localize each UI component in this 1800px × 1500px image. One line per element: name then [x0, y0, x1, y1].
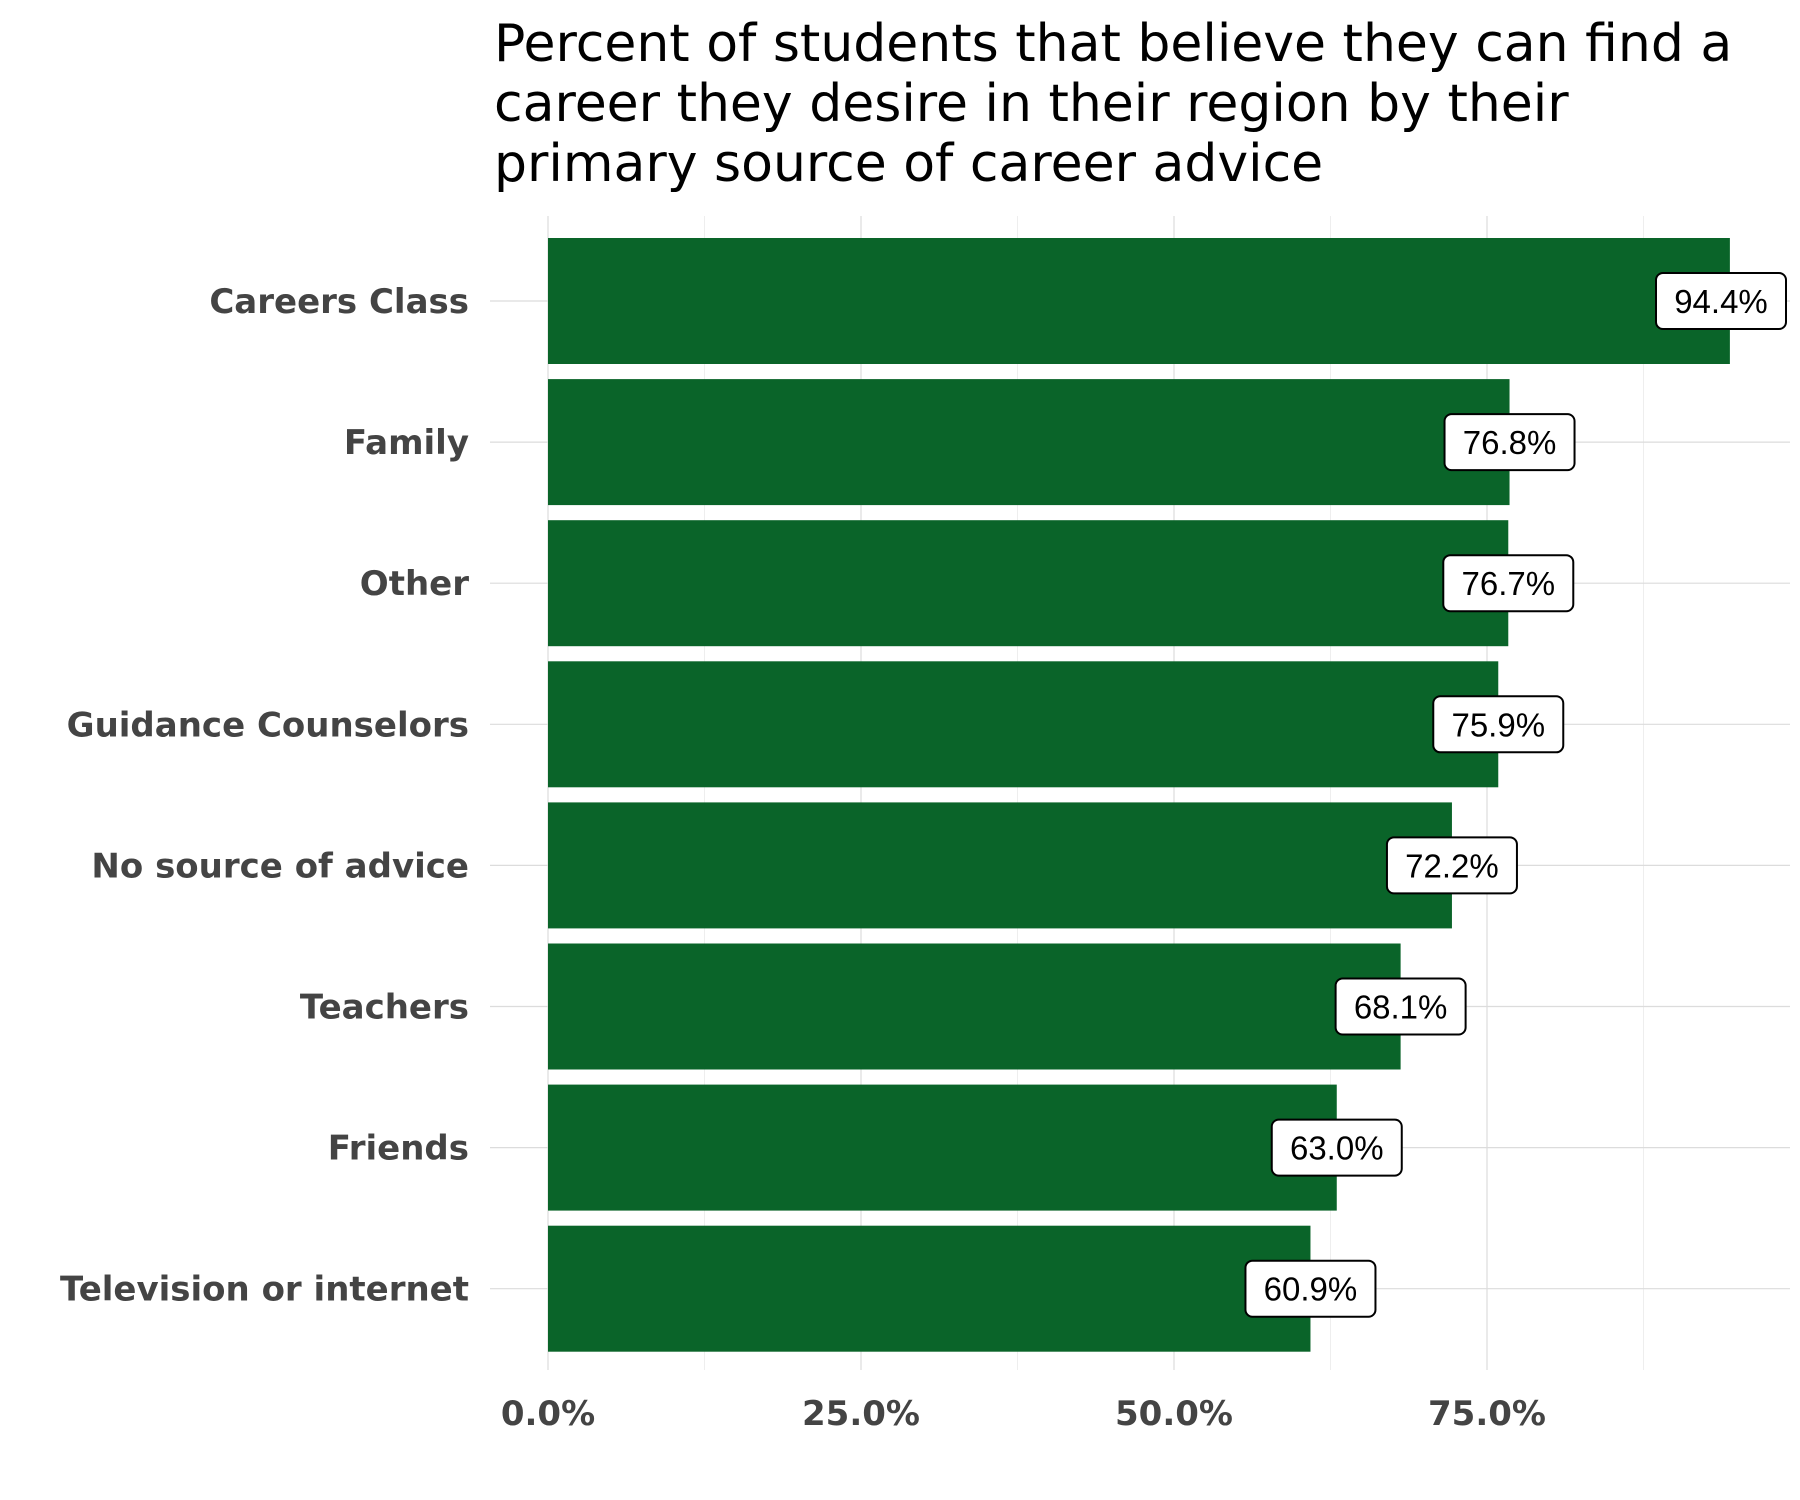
data-label-box: [1443, 413, 1576, 472]
bar: [548, 943, 1401, 1070]
data-label-box: [1385, 836, 1518, 895]
category-label: Careers Class: [209, 282, 469, 322]
category-label: Television or internet: [60, 1270, 469, 1310]
value-axis: 0.0% 25.0% 50.0% 75.0%: [501, 1394, 1546, 1434]
data-label: 60.9%: [1264, 1271, 1358, 1308]
chart-title: Percent of students that believe they ca…: [494, 14, 1733, 194]
x-tick-label: 50.0%: [1115, 1394, 1233, 1434]
data-label-layer: 94.4% 76.8% 76.7% 75.9% 72.2% 68.1% 63.0% 60.9%: [1244, 272, 1787, 1318]
bar: [548, 379, 1510, 506]
category-label: Other: [360, 564, 469, 604]
bar: [548, 1225, 1311, 1352]
x-tick-label: 75.0%: [1428, 1394, 1546, 1434]
data-label: 72.2%: [1405, 847, 1499, 884]
bar: [548, 661, 1499, 788]
data-label-box: [1432, 695, 1565, 754]
bar: [548, 1084, 1337, 1211]
data-label: 63.0%: [1290, 1130, 1384, 1167]
x-tick-label: 0.0%: [501, 1394, 595, 1434]
data-label-box: [1442, 554, 1575, 613]
bar-layer: [548, 238, 1730, 1352]
data-label: 76.7%: [1461, 565, 1555, 602]
data-label-box: [1244, 1259, 1377, 1318]
category-label: Friends: [328, 1129, 469, 1169]
data-label: 68.1%: [1354, 989, 1448, 1026]
bar: [548, 520, 1509, 647]
data-label: 94.4%: [1674, 283, 1768, 320]
category-label: Family: [344, 423, 469, 463]
category-label: Guidance Counselors: [67, 705, 469, 745]
x-tick-label: 25.0%: [802, 1394, 920, 1434]
data-label: 75.9%: [1451, 706, 1545, 743]
bar: [548, 802, 1452, 929]
bar: [548, 238, 1730, 364]
data-label-box: [1270, 1118, 1403, 1177]
category-label: No source of advice: [91, 846, 469, 886]
data-label-box: [1655, 272, 1787, 330]
data-label: 76.8%: [1463, 424, 1557, 461]
category-axis: Careers Class Family Other Guidance Counsel…: [60, 282, 469, 1310]
data-label-box: [1334, 977, 1467, 1036]
category-label: Teachers: [300, 988, 469, 1028]
